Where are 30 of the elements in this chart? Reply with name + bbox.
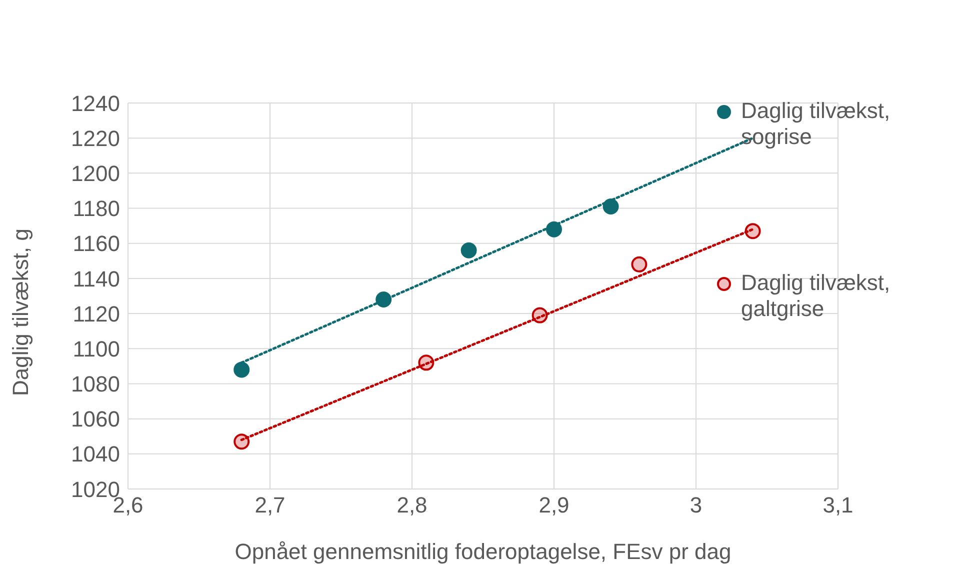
- y-tick-label: 1240: [71, 90, 120, 116]
- y-tick-label: 1220: [71, 126, 120, 151]
- point: [234, 362, 250, 378]
- y-axis-title: Daglig tilvækst, g: [8, 228, 33, 396]
- point: [460, 242, 477, 258]
- point: [602, 198, 619, 215]
- y-tick-label: 1160: [72, 231, 120, 256]
- point: [376, 292, 392, 308]
- x-tick-label: 2,9: [538, 492, 570, 518]
- legend-label: Daglig tilvækst, galtgrise: [741, 270, 892, 322]
- y-tick-label: 1080: [71, 372, 120, 397]
- x-tick-label: 3: [690, 492, 702, 518]
- y-tick-label: 1060: [71, 406, 120, 432]
- y-tick-label: 1200: [71, 160, 120, 186]
- legend-label: Daglig tilvækst, sogrise: [741, 98, 892, 150]
- y-tick-label: 1180: [72, 196, 120, 222]
- point: [744, 223, 761, 240]
- point: [532, 307, 548, 324]
- point: [418, 354, 434, 371]
- x-axis-title: Opnået gennemsnitlig foderoptagelse, FEsv pr dag: [234, 539, 732, 564]
- x-tick-label: 3,1: [822, 492, 854, 518]
- y-tick-label: 1040: [71, 442, 120, 467]
- point: [546, 221, 562, 238]
- point: [234, 434, 250, 450]
- point: [631, 256, 648, 272]
- x-tick-label: 2,7: [254, 492, 286, 518]
- y-tick-label: 1100: [72, 336, 120, 362]
- x-tick-label: 2,8: [396, 492, 428, 518]
- y-tick-label: 1140: [72, 266, 120, 292]
- y-tick-label: 1120: [72, 301, 120, 326]
